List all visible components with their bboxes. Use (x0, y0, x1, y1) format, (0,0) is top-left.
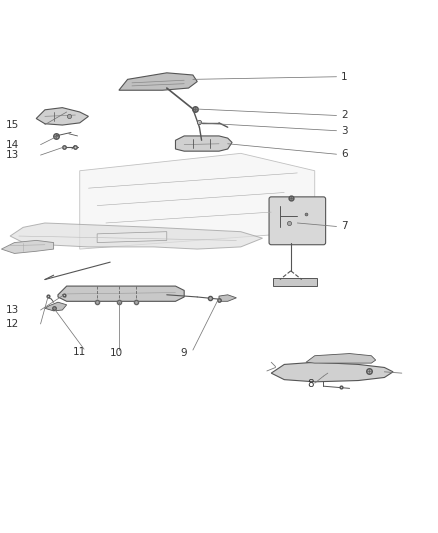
Polygon shape (80, 154, 315, 249)
Text: 2: 2 (341, 110, 347, 120)
Text: 10: 10 (110, 348, 123, 358)
Polygon shape (119, 73, 197, 90)
Text: 13: 13 (6, 150, 19, 160)
Polygon shape (306, 353, 376, 363)
Polygon shape (219, 295, 237, 301)
Polygon shape (97, 232, 167, 243)
Polygon shape (271, 362, 393, 382)
Polygon shape (1, 240, 53, 254)
Text: 9: 9 (181, 348, 187, 358)
Bar (273, 278, 317, 286)
Polygon shape (10, 223, 262, 249)
Text: 1: 1 (341, 72, 347, 82)
Text: 3: 3 (341, 126, 347, 136)
Text: 7: 7 (341, 221, 347, 231)
Text: 11: 11 (73, 347, 86, 357)
FancyBboxPatch shape (269, 197, 325, 245)
Text: 15: 15 (6, 119, 19, 130)
Text: 8: 8 (307, 379, 314, 389)
Polygon shape (176, 136, 232, 151)
Text: 14: 14 (6, 140, 19, 150)
Polygon shape (45, 302, 67, 311)
Polygon shape (36, 108, 88, 125)
Text: 13: 13 (6, 305, 19, 315)
Text: 6: 6 (341, 149, 347, 159)
Polygon shape (58, 286, 184, 301)
Text: 12: 12 (6, 319, 19, 329)
